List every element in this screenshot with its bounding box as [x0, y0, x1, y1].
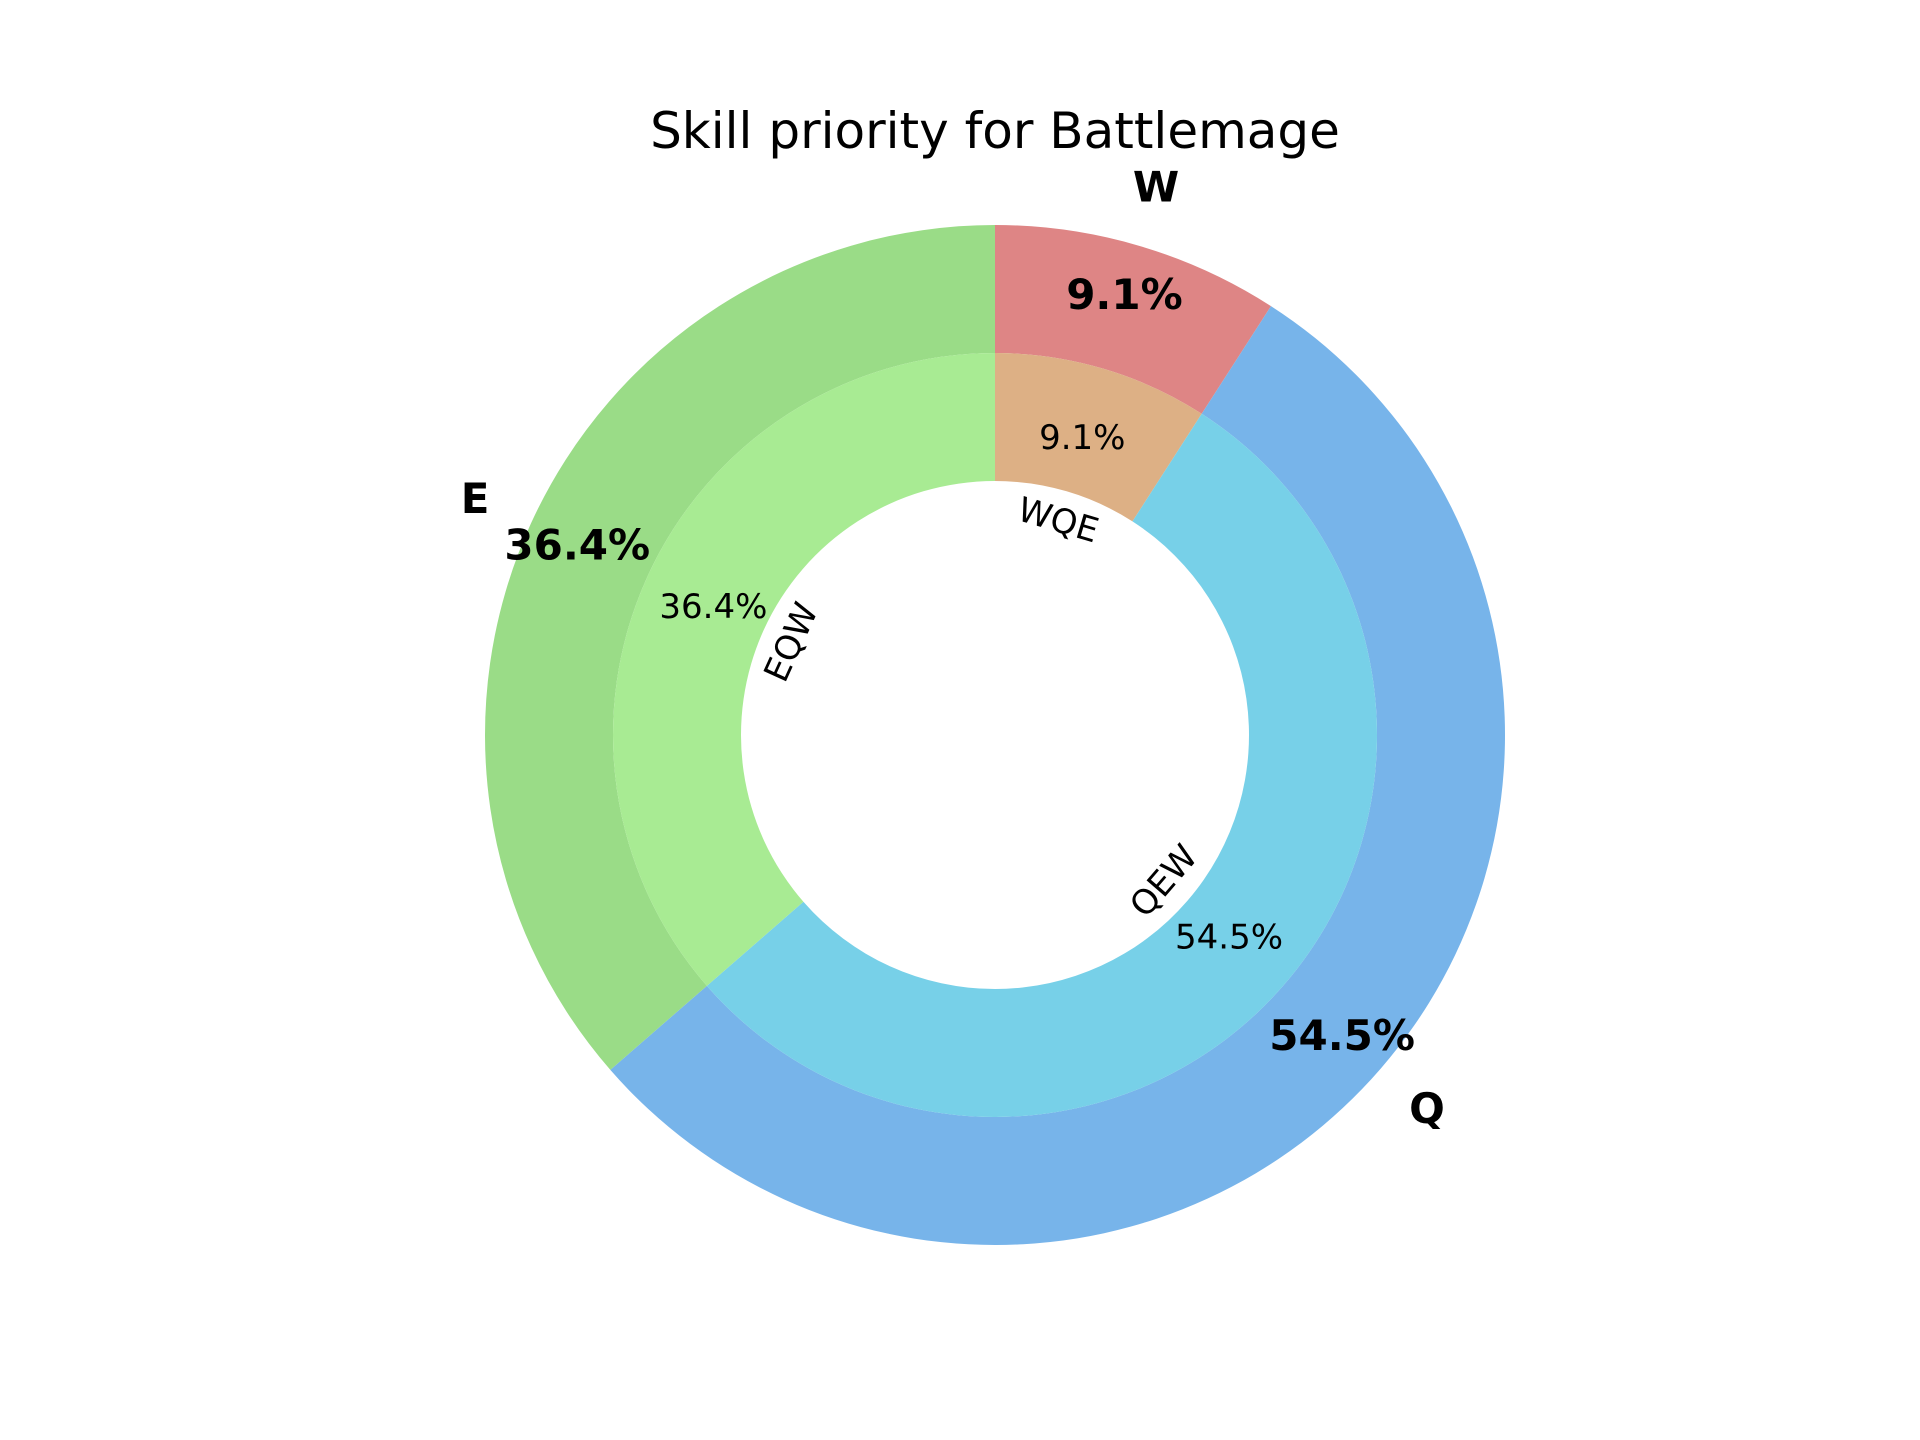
- outer-pct-q: 54.5%: [1269, 1011, 1415, 1060]
- outer-slice-w: [995, 225, 1271, 414]
- outer-ring: [485, 225, 1506, 1245]
- outer-label-q: Q: [1409, 1084, 1445, 1133]
- outer-label-e: E: [461, 474, 490, 523]
- outer-pct-e: 36.4%: [504, 520, 650, 569]
- outer-slice-q: [610, 306, 1506, 1245]
- inner-ring: [613, 353, 1377, 1117]
- chart-title: Skill priority for Battlemage: [650, 102, 1340, 160]
- inner-pct-wqe: 9.1%: [1039, 418, 1125, 458]
- inner-pct-eqw: 36.4%: [659, 587, 767, 627]
- outer-label-w: W: [1133, 162, 1179, 211]
- inner-slice-eqw: [613, 353, 995, 986]
- inner-pct-qew: 54.5%: [1175, 917, 1283, 957]
- inner-slice-wqe: [995, 353, 1202, 522]
- outer-slice-e: [485, 225, 995, 1070]
- outer-pct-w: 9.1%: [1066, 270, 1182, 319]
- inner-slice-qew: [706, 413, 1377, 1117]
